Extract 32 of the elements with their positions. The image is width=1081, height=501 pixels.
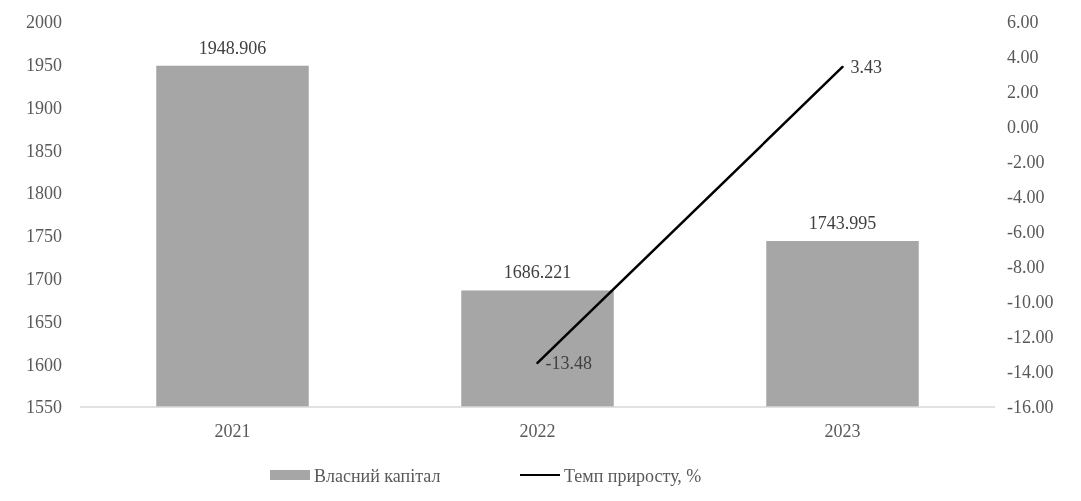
x-tick-label: 2023 [824, 421, 861, 441]
y2-tick-label: -12.00 [1007, 327, 1054, 348]
y2-tick-label: -10.00 [1007, 292, 1054, 313]
data-label: 3.43 [850, 56, 882, 77]
x-tick-label: 2021 [214, 421, 251, 441]
y-tick-label: 2000 [26, 12, 62, 33]
y-tick-label: 1550 [26, 397, 62, 418]
y2-tick-label: -6.00 [1007, 222, 1045, 243]
y-tick-label: 1800 [26, 183, 62, 204]
y-tick-label: 1600 [26, 354, 62, 375]
legend-label: Власний капітал [314, 466, 441, 486]
y-tick-label: 1950 [26, 55, 62, 76]
y-tick-label: 1700 [26, 268, 62, 289]
data-label: -13.48 [545, 352, 592, 373]
y2-tick-label: 6.00 [1007, 12, 1039, 33]
y2-tick-label: 2.00 [1007, 82, 1039, 103]
y-tick-label: 1750 [26, 226, 62, 247]
data-label: 1686.221 [503, 262, 572, 283]
y2-tick-label: 0.00 [1007, 117, 1039, 138]
data-label: 1948.906 [198, 37, 267, 58]
legend-label: Темп приросту, % [564, 466, 702, 486]
data-label: 1743.995 [808, 213, 877, 234]
y2-tick-label: -16.00 [1007, 397, 1054, 418]
y2-tick-label: -8.00 [1007, 257, 1045, 278]
y-tick-label: 1850 [26, 140, 62, 161]
y2-tick-label: -2.00 [1007, 152, 1045, 173]
y2-tick-label: -4.00 [1007, 187, 1045, 208]
y2-tick-label: -14.00 [1007, 362, 1054, 383]
x-tick-label: 2022 [519, 421, 556, 441]
y2-tick-label: 4.00 [1007, 47, 1039, 68]
y-tick-label: 1650 [26, 311, 62, 332]
y-tick-label: 1900 [26, 97, 62, 118]
